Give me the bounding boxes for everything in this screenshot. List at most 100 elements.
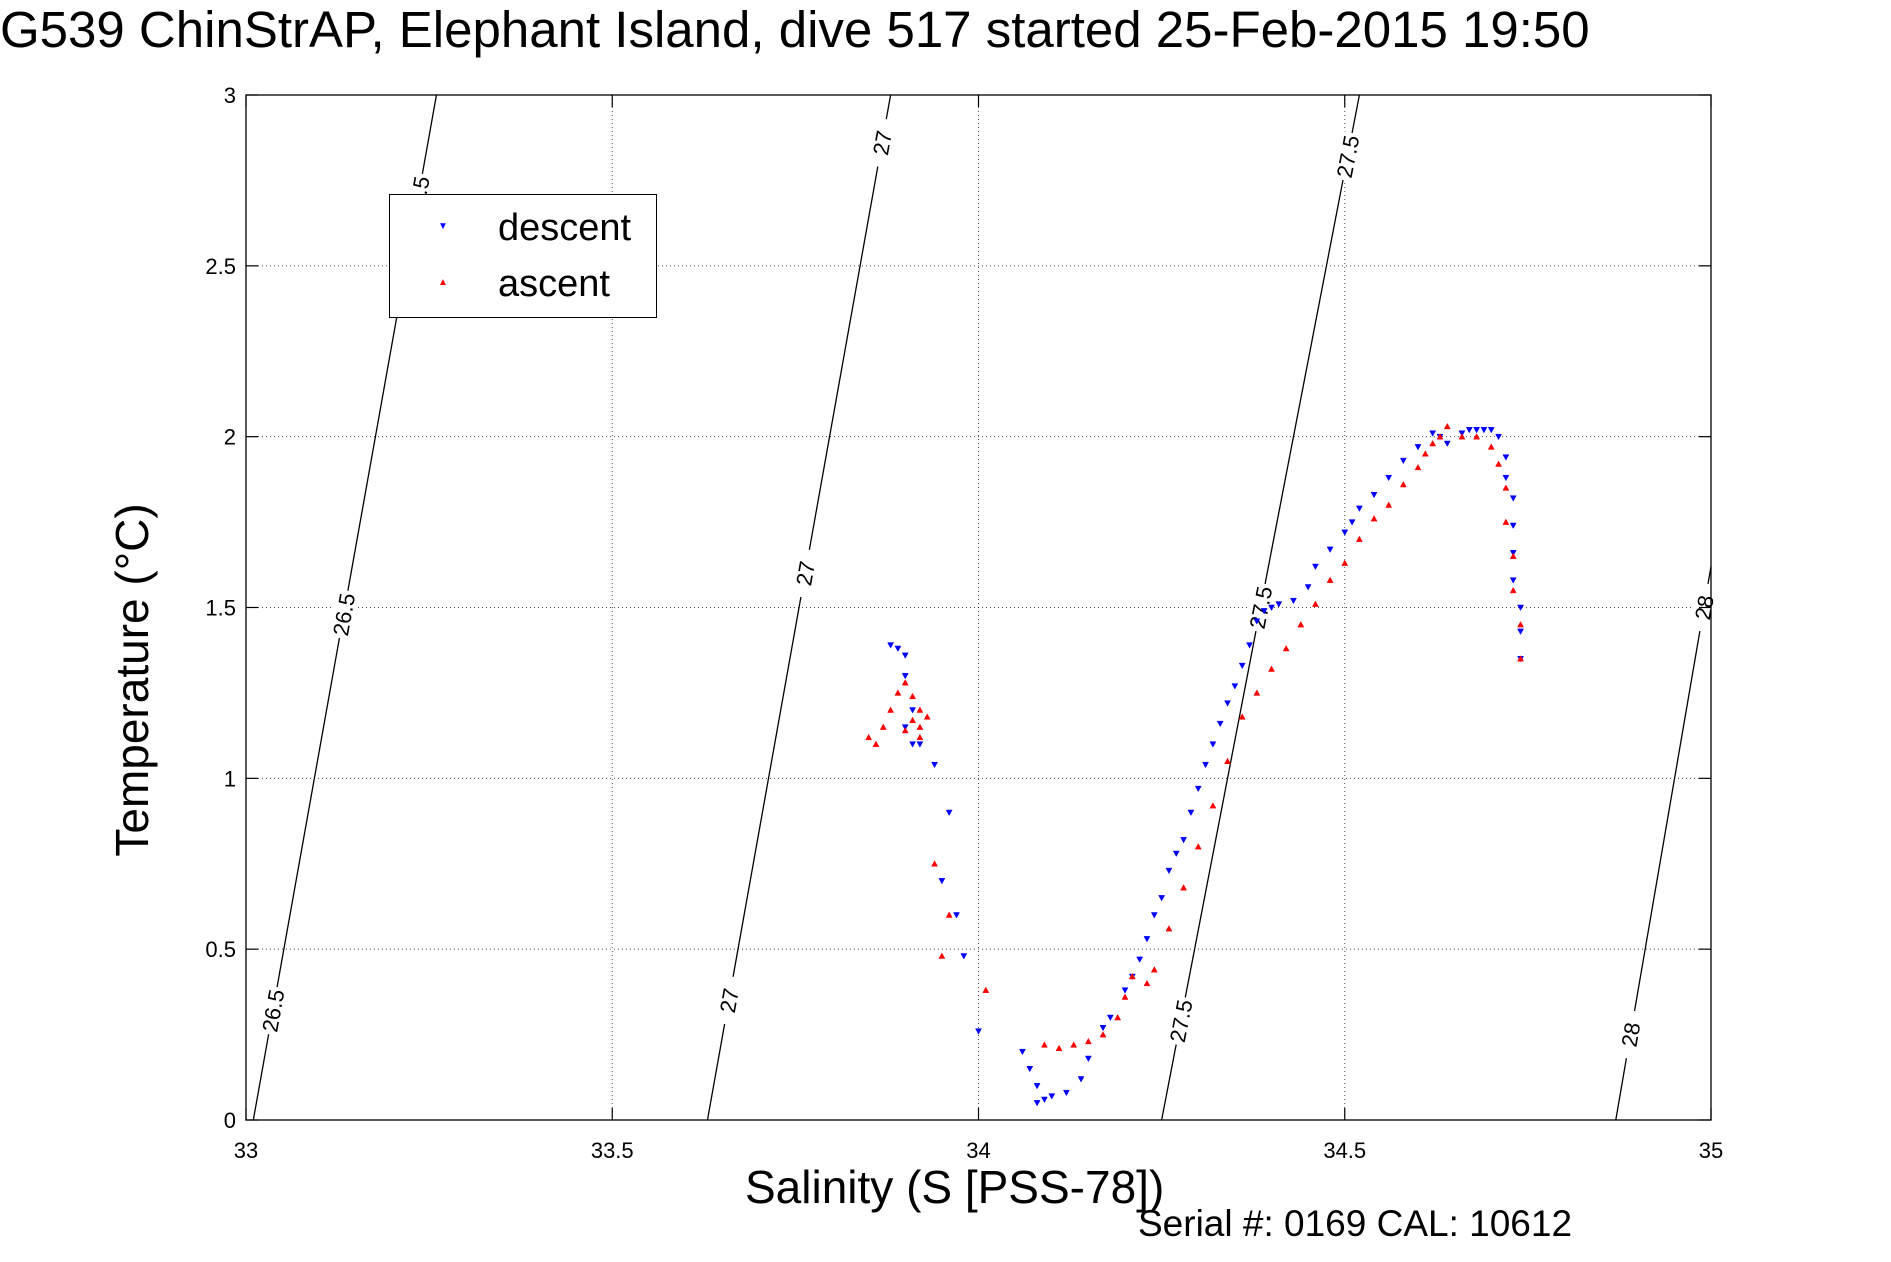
ascent-point [1509, 552, 1517, 559]
ascent-point [1041, 1041, 1048, 1048]
ascent-point [1055, 1044, 1063, 1051]
ascent-point [1517, 655, 1524, 662]
descent-point [1517, 628, 1524, 635]
descent-point [916, 741, 924, 748]
y-tick-label: 2 [224, 425, 236, 450]
descent-point [1414, 444, 1422, 451]
legend-label-descent: descent [498, 207, 632, 249]
descent-point [1202, 761, 1209, 769]
descent-point [1216, 720, 1224, 728]
density-contour-27 [706, 94, 892, 1121]
ascent-point [1194, 843, 1202, 850]
ascent-point [1143, 979, 1151, 987]
ascent-point [1150, 966, 1158, 973]
contour-label-bg [789, 547, 822, 600]
ascent-point [865, 733, 873, 741]
ascent-point [1070, 1041, 1078, 1048]
axes: 33 33.5 34 34.5 35 0 0.5 1 1.5 2 2.5 3 [205, 83, 1723, 1163]
ascent-point [1253, 689, 1261, 696]
x-tick-label: 35 [1699, 1138, 1723, 1163]
contour-label: 26.5 [257, 987, 289, 1034]
descent-point [1253, 618, 1261, 625]
contour-label: 27 [868, 129, 897, 157]
ascent-point [1517, 621, 1524, 628]
ascent-point [1224, 757, 1231, 764]
descent-point [894, 645, 902, 653]
descent-point [1480, 427, 1488, 434]
descent-point [1224, 700, 1231, 707]
ascent-point [909, 692, 916, 700]
ascent-point [1084, 1037, 1092, 1045]
descent-point [1502, 454, 1510, 461]
ascent-point [923, 713, 931, 720]
legend-marker-ascent-icon: ▲ [438, 277, 448, 288]
descent-point [887, 642, 895, 649]
ascent-point [1355, 535, 1363, 542]
contour-label: 27.5 [1332, 133, 1365, 180]
ascent-point [1487, 443, 1495, 450]
ascent-point [1282, 644, 1290, 652]
contour-label-bg [256, 984, 289, 1037]
contour-label: 27 [715, 986, 744, 1014]
descent-point [1312, 563, 1319, 571]
ascent-point [1209, 802, 1217, 809]
descent-point [1326, 546, 1334, 553]
descent-point [909, 741, 916, 748]
ascent-point [1473, 433, 1481, 440]
descent-point [1495, 433, 1502, 441]
ascent-point [901, 679, 909, 686]
contour-label: 27.5 [1165, 998, 1198, 1045]
ascent-point [1429, 439, 1437, 447]
descent-point [901, 673, 909, 680]
y-tick-label: 1.5 [205, 596, 236, 621]
descent-point [1429, 430, 1437, 437]
contour-label-bg [1614, 1008, 1647, 1061]
descent-point [1348, 519, 1356, 526]
ascent-point [916, 706, 924, 713]
contour-label-bg [712, 974, 745, 1027]
ascent-point [931, 860, 938, 867]
ascent-point [1341, 559, 1349, 566]
descent-point [953, 912, 960, 919]
ascent-point [901, 726, 909, 734]
ascent-point [1180, 884, 1188, 891]
ascent-point [1326, 576, 1334, 583]
descent-point [931, 761, 938, 769]
descent-point [1355, 505, 1363, 512]
descent-point [1370, 492, 1378, 499]
ascent-point [1502, 484, 1510, 491]
descent-point [1443, 440, 1451, 448]
contour-label: 27 [791, 559, 820, 587]
ascent-point [1128, 972, 1136, 980]
descent-point [1487, 427, 1495, 434]
descent-point [975, 1028, 982, 1035]
descent-point [1399, 457, 1407, 465]
ascent-point [872, 740, 880, 747]
descent-point [1231, 683, 1239, 690]
descent-point [1238, 662, 1246, 670]
y-tick-label: 1 [224, 766, 236, 791]
descent-point [1260, 608, 1268, 615]
chart-title: G539 ChinStrAP, Elephant Island, dive 51… [0, 1, 1590, 58]
ascent-point [909, 716, 916, 723]
descent-point [1187, 809, 1195, 817]
descent-point [1143, 936, 1151, 943]
ascent-point [1399, 480, 1407, 488]
ascent-point [1268, 665, 1275, 672]
ascent-point [894, 689, 902, 696]
ascent-point [1509, 586, 1517, 594]
descent-point [1158, 895, 1166, 902]
descent-point [1077, 1076, 1085, 1083]
ascent-point [916, 723, 924, 730]
contour-label: 26.5 [328, 591, 360, 638]
descent-point [1121, 987, 1129, 994]
series-descent [887, 427, 1524, 1107]
ascent-point [982, 986, 990, 993]
ascent-point [1312, 600, 1319, 607]
series-ascent [865, 422, 1524, 1051]
ascent-point [879, 723, 887, 730]
descent-point [1268, 604, 1275, 612]
descent-point [1019, 1048, 1026, 1056]
ascent-point [1443, 422, 1451, 430]
